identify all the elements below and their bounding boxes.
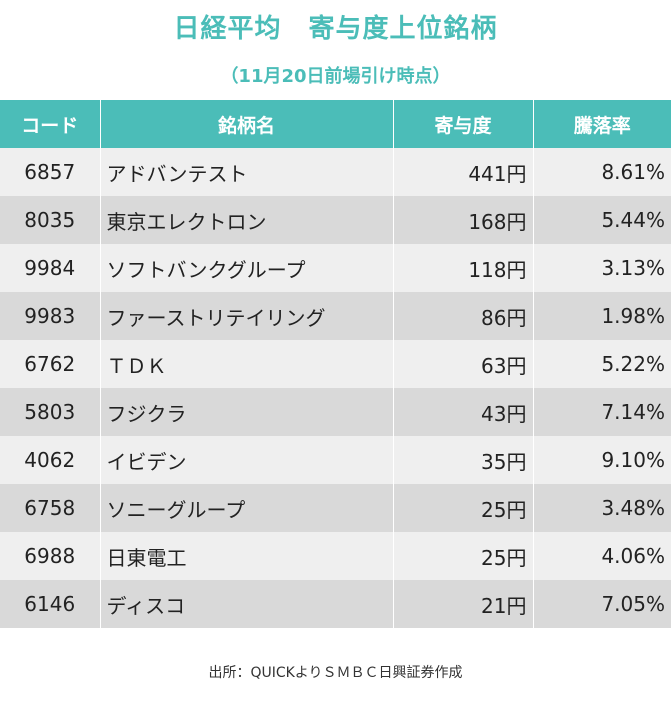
cell-contribution: 43円 <box>393 388 534 436</box>
cell-code: 6857 <box>0 148 101 196</box>
cell-name: イビデン <box>100 436 394 484</box>
cell-change: 7.05% <box>533 580 671 628</box>
cell-change: 4.06% <box>533 532 671 580</box>
cell-contribution: 35円 <box>393 436 534 484</box>
table-row: 5803 フジクラ 43円 7.14% <box>0 388 671 436</box>
cell-contribution: 118円 <box>393 244 534 292</box>
cell-code: 8035 <box>0 196 101 244</box>
cell-name: ディスコ <box>100 580 394 628</box>
source-note: 出所：QUICKよりＳＭＢＣ日興証券作成 <box>208 665 463 681</box>
cell-contribution: 63円 <box>393 340 534 388</box>
cell-change: 5.22% <box>533 340 671 388</box>
cell-name: ソフトバンクグループ <box>100 244 394 292</box>
cell-contribution: 25円 <box>393 484 534 532</box>
cell-code: 4062 <box>0 436 101 484</box>
cell-change: 3.13% <box>533 244 671 292</box>
cell-contribution: 25円 <box>393 532 534 580</box>
header-change: 騰落率 <box>533 100 671 148</box>
cell-contribution: 441円 <box>393 148 534 196</box>
table-row: 6146 ディスコ 21円 7.05% <box>0 580 671 628</box>
cell-code: 9983 <box>0 292 101 340</box>
table-row: 6758 ソニーグループ 25円 3.48% <box>0 484 671 532</box>
cell-name: ソニーグループ <box>100 484 394 532</box>
cell-name: ＴＤＫ <box>100 340 394 388</box>
table-row: 6857 アドバンテスト 441円 8.61% <box>0 148 671 196</box>
header-contribution: 寄与度 <box>393 100 534 148</box>
cell-change: 5.44% <box>533 196 671 244</box>
cell-code: 6758 <box>0 484 101 532</box>
cell-contribution: 168円 <box>393 196 534 244</box>
table-row: 9984 ソフトバンクグループ 118円 3.13% <box>0 244 671 292</box>
cell-name: ファーストリテイリング <box>100 292 394 340</box>
cell-name: 日東電工 <box>100 532 394 580</box>
table-row: 6988 日東電工 25円 4.06% <box>0 532 671 580</box>
cell-code: 6762 <box>0 340 101 388</box>
cell-contribution: 21円 <box>393 580 534 628</box>
table-row: 4062 イビデン 35円 9.10% <box>0 436 671 484</box>
cell-name: 東京エレクトロン <box>100 196 394 244</box>
header-name: 銘柄名 <box>100 100 394 148</box>
cell-code: 6988 <box>0 532 101 580</box>
table-header-row: コード 銘柄名 寄与度 騰落率 <box>0 100 671 148</box>
cell-code: 6146 <box>0 580 101 628</box>
header-code: コード <box>0 100 101 148</box>
cell-name: アドバンテスト <box>100 148 394 196</box>
table-row: 6762 ＴＤＫ 63円 5.22% <box>0 340 671 388</box>
cell-code: 9984 <box>0 244 101 292</box>
table-row: 9983 ファーストリテイリング 86円 1.98% <box>0 292 671 340</box>
cell-name: フジクラ <box>100 388 394 436</box>
cell-change: 8.61% <box>533 148 671 196</box>
cell-contribution: 86円 <box>393 292 534 340</box>
cell-change: 9.10% <box>533 436 671 484</box>
table-row: 8035 東京エレクトロン 168円 5.44% <box>0 196 671 244</box>
cell-change: 7.14% <box>533 388 671 436</box>
cell-change: 3.48% <box>533 484 671 532</box>
cell-change: 1.98% <box>533 292 671 340</box>
page-title: 日経平均 寄与度上位銘柄 <box>173 14 498 44</box>
cell-code: 5803 <box>0 388 101 436</box>
contribution-table: コード 銘柄名 寄与度 騰落率 6857 アドバンテスト 441円 8.61% … <box>0 100 671 628</box>
page-subtitle: （11月20日前場引け時点） <box>220 66 451 87</box>
